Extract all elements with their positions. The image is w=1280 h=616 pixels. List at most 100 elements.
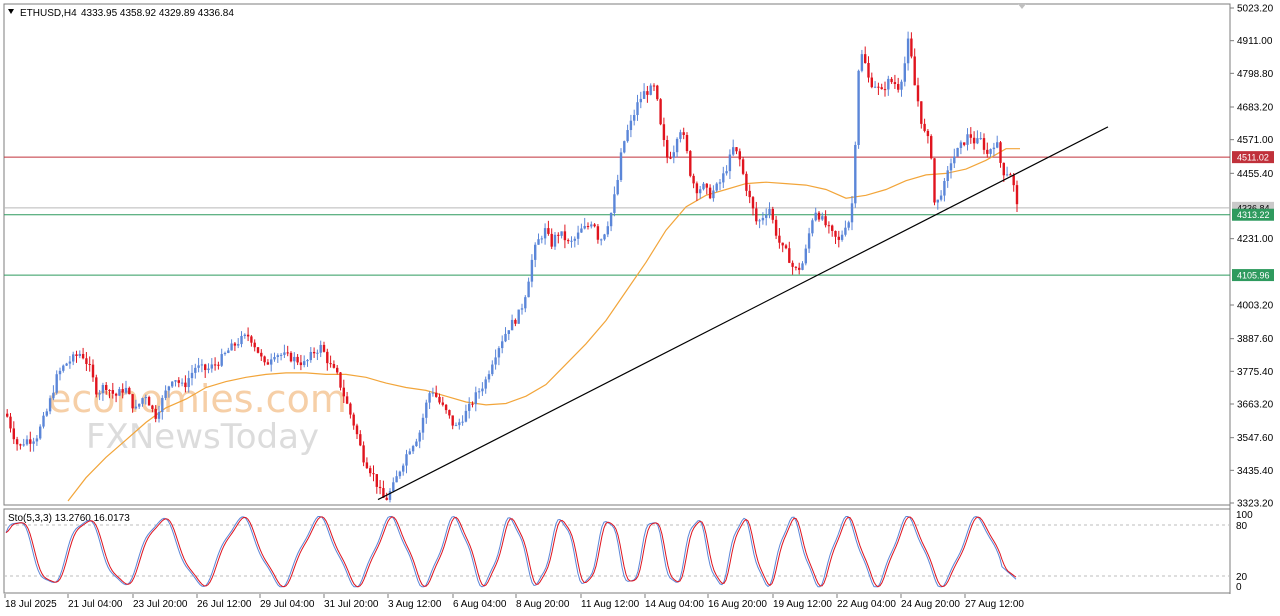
candle [573, 236, 576, 248]
time-tick-label: 18 Jul 2025 [5, 599, 57, 610]
candle [593, 223, 596, 228]
candle-body [375, 474, 378, 487]
candle-body [1015, 185, 1019, 205]
candle-body [986, 149, 989, 154]
candle-body [286, 352, 289, 354]
uptrend-line [377, 126, 1109, 501]
candle [943, 178, 946, 202]
candle [817, 210, 821, 222]
candle [741, 156, 745, 176]
candle-body [1005, 174, 1009, 176]
candle-body [197, 365, 200, 368]
ohlc-label: 4333.95 4358.92 4329.89 4336.84 [81, 8, 234, 19]
candle-body [969, 134, 972, 138]
candle [316, 349, 319, 361]
candle [646, 85, 649, 103]
shift-marker-icon[interactable] [1018, 4, 1026, 9]
candle [534, 242, 537, 268]
candle-body [451, 415, 454, 426]
candle [171, 381, 174, 388]
candle [695, 181, 699, 201]
candle [468, 397, 471, 419]
candle-body [679, 132, 682, 139]
candle-body [695, 183, 699, 194]
candle [956, 147, 959, 157]
dropdown-triangle-icon[interactable] [8, 9, 14, 14]
candle [626, 124, 629, 143]
candle [824, 210, 827, 228]
candle [550, 228, 553, 250]
candle-body [867, 63, 870, 78]
candle [32, 437, 35, 452]
candle [870, 72, 873, 89]
candle [362, 441, 365, 467]
candle [101, 382, 105, 401]
candle [567, 238, 570, 244]
candle-body [174, 380, 177, 382]
candle-body [722, 173, 725, 183]
candle [435, 385, 438, 398]
candle [339, 372, 342, 391]
candle-body [563, 231, 567, 241]
candle [986, 142, 989, 158]
time-tick-label: 11 Aug 12:00 [581, 599, 640, 610]
candle-body [62, 365, 65, 371]
candle [114, 392, 118, 403]
candle-body [652, 85, 656, 87]
price-tick-label: 4911.00 [1237, 36, 1273, 47]
candle [279, 353, 283, 361]
candle [263, 355, 266, 366]
candle [174, 379, 177, 387]
candle [916, 77, 920, 107]
candle-body [200, 364, 204, 366]
candle [213, 357, 217, 371]
candle-body [128, 387, 131, 395]
time-tick-label: 29 Jul 04:00 [260, 599, 315, 610]
candle-body [831, 225, 834, 231]
time-tick-label: 22 Aug 04:00 [837, 599, 896, 610]
candle [887, 75, 890, 96]
candle-body [151, 405, 154, 409]
candle-body [124, 387, 128, 393]
candle-body [606, 226, 609, 235]
candle-body [425, 402, 428, 418]
watermark-economies: economies.com [48, 377, 347, 421]
candle [656, 84, 659, 101]
candle [217, 361, 220, 370]
candle [233, 341, 237, 351]
candle-body [972, 137, 976, 144]
candle-body [738, 151, 741, 160]
candle-body [303, 361, 306, 366]
candle-body [682, 132, 685, 136]
candle-body [642, 91, 646, 99]
candle-body [702, 183, 705, 190]
candle-body [194, 367, 197, 373]
candle [854, 141, 857, 208]
candle [62, 364, 65, 373]
candle-body [402, 465, 405, 472]
candle [95, 374, 98, 398]
candle [246, 327, 250, 342]
candle [890, 77, 893, 84]
candle [699, 185, 702, 199]
candle [527, 277, 530, 298]
candle [933, 158, 936, 206]
candle-body [352, 414, 355, 426]
candle [164, 385, 167, 401]
candle [273, 352, 276, 362]
candle-body [996, 142, 999, 148]
candle [606, 221, 609, 238]
price-tick-label: 4571.00 [1237, 135, 1274, 146]
candle-body [745, 173, 748, 191]
price-tick-label: 4683.20 [1237, 103, 1274, 114]
candle [778, 228, 781, 249]
candle [623, 140, 626, 154]
candle [157, 405, 161, 423]
candle-body [725, 171, 728, 174]
price-tick-label: 3887.60 [1237, 334, 1274, 345]
candle-body [504, 333, 507, 342]
candle-body [227, 350, 230, 353]
candle-body [926, 130, 930, 137]
candle-body [418, 432, 421, 442]
